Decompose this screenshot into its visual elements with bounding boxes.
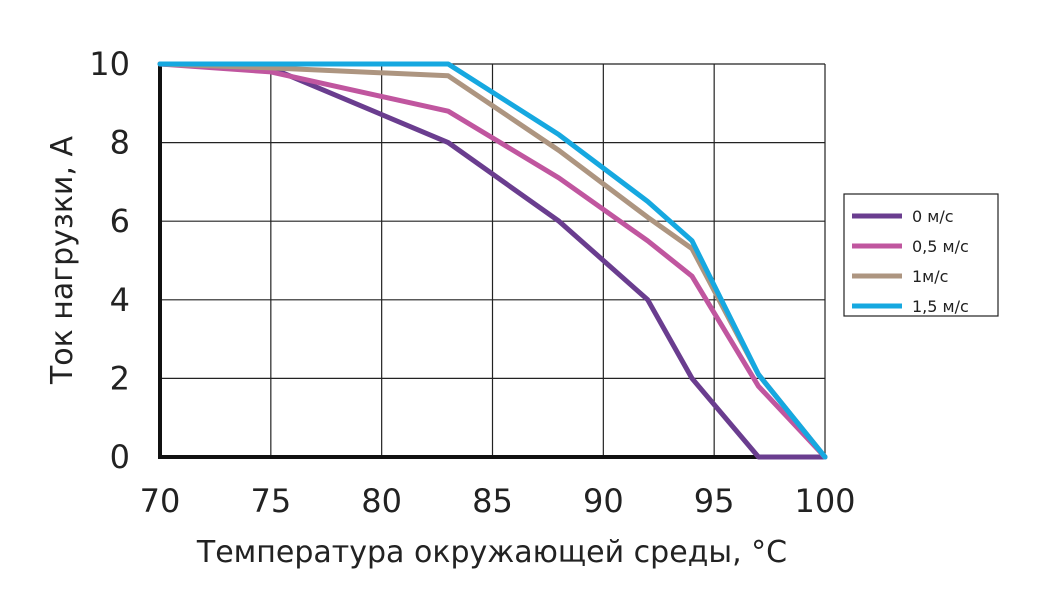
series-line bbox=[157, 61, 828, 460]
y-axis-title: Ток нагрузки, А bbox=[45, 135, 80, 385]
x-tick-label: 100 bbox=[794, 482, 855, 520]
x-tick-label: 75 bbox=[250, 482, 291, 520]
legend: 0 м/с 0,5 м/с 1м/с 1,5 м/с bbox=[843, 193, 999, 317]
x-tick-label: 85 bbox=[472, 482, 513, 520]
x-tick-label: 90 bbox=[583, 482, 624, 520]
y-tick-labels: 0 2 4 6 8 10 bbox=[89, 45, 130, 476]
y-tick-label: 10 bbox=[89, 45, 130, 83]
y-tick-label: 6 bbox=[110, 202, 130, 240]
x-tick-label: 70 bbox=[140, 482, 181, 520]
y-tick-label: 4 bbox=[110, 281, 130, 319]
y-tick-label: 0 bbox=[110, 438, 130, 476]
y-tick-label: 2 bbox=[110, 359, 130, 397]
x-tick-labels: 70 75 80 85 90 95 100 bbox=[140, 482, 856, 520]
y-tick-label: 8 bbox=[110, 124, 130, 162]
series-lines bbox=[157, 61, 828, 460]
x-tick-label: 80 bbox=[361, 482, 402, 520]
legend-label: 1,5 м/с bbox=[912, 297, 969, 316]
x-axis-title: Температура окружающей среды, °C bbox=[196, 535, 787, 570]
legend-label: 1м/с bbox=[912, 267, 948, 286]
legend-label: 0 м/с bbox=[912, 207, 954, 226]
axes bbox=[158, 63, 825, 459]
series-line bbox=[157, 61, 828, 460]
grid bbox=[160, 63, 826, 457]
legend-label: 0,5 м/с bbox=[912, 237, 969, 256]
x-tick-label: 95 bbox=[694, 482, 735, 520]
